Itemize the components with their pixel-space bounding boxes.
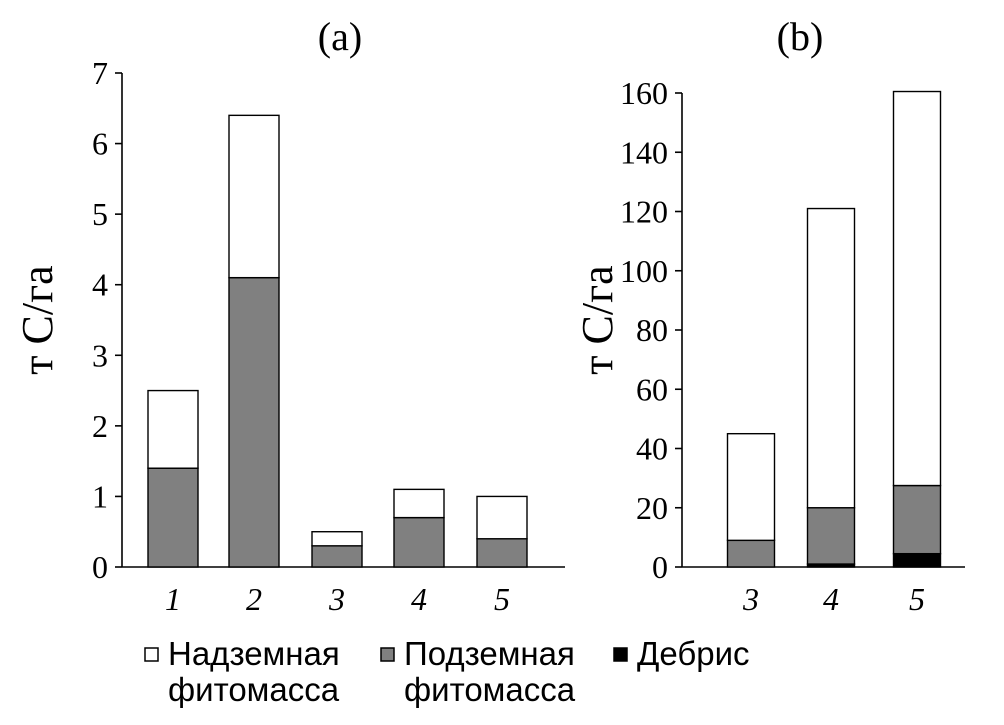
bar-a-above-5 [476, 495, 528, 540]
y-tick-label-a-1: 1 [92, 478, 108, 514]
legend-swatch-debris [613, 647, 628, 662]
x-tick-label-b-2: 5 [909, 581, 925, 617]
legend-label-above-line2: фитомасса [168, 671, 340, 708]
bar-b-below-4 [806, 507, 856, 565]
y-tick-label-a-3: 3 [92, 337, 108, 373]
bar-a-below-1 [147, 467, 199, 568]
y-tick-label-b-4: 80 [636, 312, 668, 348]
x-tick-label-b-1: 4 [823, 581, 839, 617]
legend: Надземная фитомасса Подземная фитомасса … [144, 635, 750, 708]
bar-a-above-2 [228, 114, 280, 279]
y-tick-label-b-2: 40 [636, 431, 668, 467]
x-tick-label-b-0: 3 [742, 581, 759, 617]
y-tick-label-a-0: 0 [92, 549, 108, 585]
y-tick-label-b-7: 140 [620, 134, 668, 170]
legend-label-debris: Дебрис [637, 635, 750, 672]
bar-b-above-4 [806, 207, 856, 509]
y-tick-label-b-5: 100 [620, 253, 668, 289]
bar-b-above-3 [726, 432, 776, 542]
y-tick-label-a-7: 7 [92, 55, 108, 91]
x-tick-label-a-2: 3 [328, 581, 345, 617]
y-tick-labels-b: 0 20 40 60 80 100 120 140 160 [620, 75, 668, 585]
y-tick-label-a-4: 4 [92, 267, 108, 303]
legend-label-above-line1: Надземная [168, 635, 340, 672]
x-tick-labels-a: 1 2 3 4 5 [165, 581, 510, 617]
legend-item-below: Подземная фитомасса [380, 635, 576, 708]
bar-a-below-4 [393, 516, 445, 568]
x-tick-label-a-1: 2 [246, 581, 262, 617]
chart-title-b: (b) [777, 14, 824, 59]
bars-b [726, 90, 942, 568]
legend-swatch-above [144, 647, 159, 662]
bar-a-below-3 [311, 545, 363, 568]
chart-panel-a: (a) т С/га 0 1 2 3 4 5 6 7 1 2 3 4 5 [13, 14, 565, 617]
bar-b-above-5 [892, 90, 942, 487]
chart-panel-b: (b) т С/га 0 20 40 60 80 100 120 140 160 3 4 5 [573, 14, 965, 617]
legend-swatch-below [380, 647, 395, 662]
legend-label-below-line1: Подземная [404, 635, 575, 672]
y-tick-label-b-3: 60 [636, 371, 668, 407]
legend-item-debris: Дебрис [613, 635, 750, 672]
y-tick-label-b-1: 20 [636, 490, 668, 526]
y-axis-label-a: т С/га [13, 265, 62, 374]
y-axis-label-b: т С/га [573, 265, 622, 374]
x-tick-labels-b: 3 4 5 [742, 581, 925, 617]
x-tick-label-a-4: 5 [494, 581, 510, 617]
bar-a-below-2 [228, 276, 280, 568]
bar-a-above-4 [393, 488, 445, 519]
x-tick-label-a-0: 1 [165, 581, 181, 617]
y-tick-label-a-5: 5 [92, 196, 108, 232]
bar-b-below-3 [726, 539, 776, 568]
bar-a-below-5 [476, 538, 528, 568]
bar-b-below-5 [892, 484, 942, 555]
bar-b-debris-5 [892, 552, 942, 568]
y-tick-label-a-6: 6 [92, 126, 108, 162]
y-tick-labels-a: 0 1 2 3 4 5 6 7 [92, 55, 108, 585]
y-tick-label-a-2: 2 [92, 408, 108, 444]
chart-title-a: (a) [318, 14, 362, 59]
y-tick-label-b-6: 120 [620, 194, 668, 230]
bars-a [147, 114, 528, 568]
legend-item-above: Надземная фитомасса [144, 635, 340, 708]
y-tick-label-b-0: 0 [652, 549, 668, 585]
bar-a-above-1 [147, 389, 199, 469]
y-tick-label-b-8: 160 [620, 75, 668, 111]
x-tick-label-a-3: 4 [411, 581, 427, 617]
bar-a-above-3 [311, 531, 363, 547]
legend-label-below-line2: фитомасса [404, 671, 576, 708]
